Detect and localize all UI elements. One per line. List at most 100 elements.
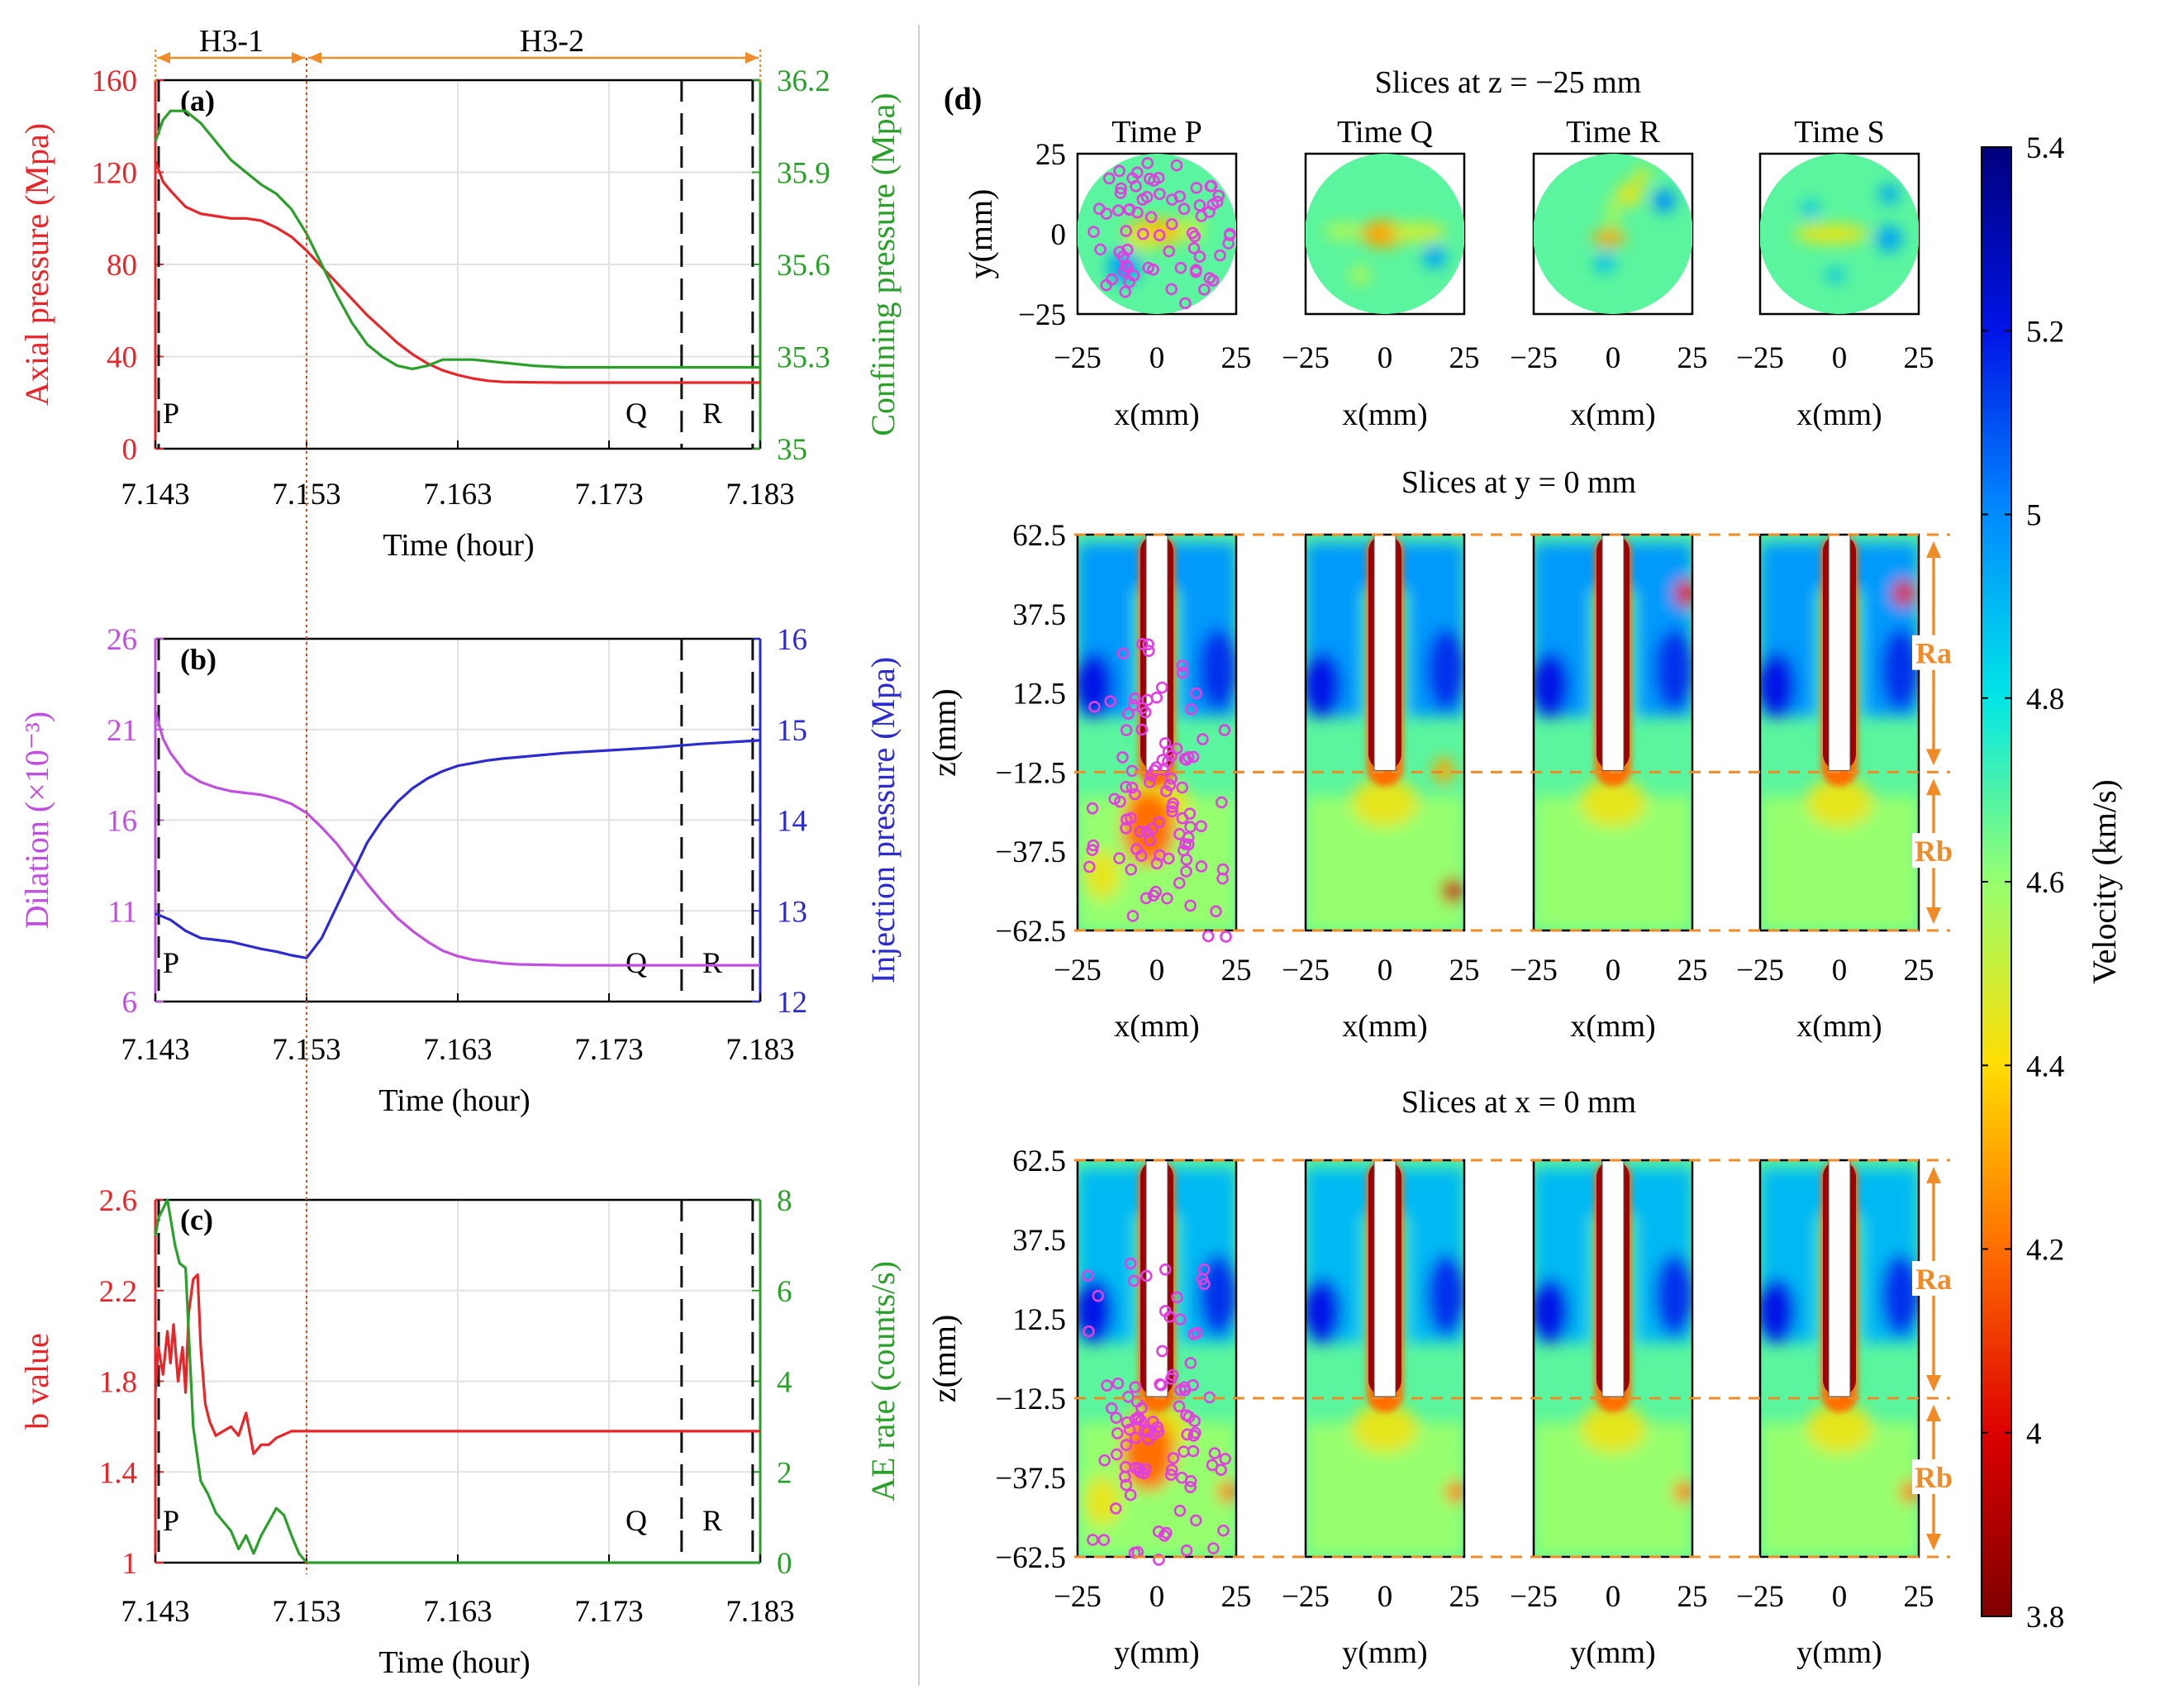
xtick-label: 25 xyxy=(1677,954,1708,988)
xtick-label: 25 xyxy=(1221,341,1252,375)
ae-event xyxy=(1129,1381,1142,1393)
phase-bar: H3-1 H3-2 xyxy=(199,24,584,59)
ytick-label-left: 1.4 xyxy=(99,1456,137,1490)
slice-field xyxy=(1534,535,1692,930)
velocity-anomaly xyxy=(1653,189,1676,212)
velocity-anomaly xyxy=(1352,777,1418,827)
ae-event xyxy=(1097,1534,1111,1546)
region-label-b: Rb xyxy=(1915,1461,1953,1494)
ae-event xyxy=(1180,1544,1193,1557)
ae-event xyxy=(1120,1478,1133,1492)
ae-event xyxy=(1167,797,1179,810)
ytick-label-left: 2.2 xyxy=(99,1275,137,1309)
x-axis-label: y(mm) xyxy=(1570,1635,1655,1670)
field-blobs xyxy=(1794,184,1902,282)
ae-event xyxy=(1153,229,1166,241)
xtick-label: 7.153 xyxy=(272,1033,340,1067)
colorbar-label: Velocity (km/s) xyxy=(2086,779,2123,984)
ytick-label-left: 1.8 xyxy=(99,1366,137,1400)
ytick-label-left: 0 xyxy=(122,433,138,467)
ae-event xyxy=(1116,647,1130,660)
ae-event xyxy=(1184,1481,1197,1493)
ae-event xyxy=(1111,1448,1123,1461)
ytick-label-left: 120 xyxy=(92,157,138,191)
ytick-label-right: 12 xyxy=(777,986,807,1020)
ae-event xyxy=(1119,285,1132,298)
ae-event xyxy=(1188,1415,1201,1427)
velocity-anomaly xyxy=(1806,1403,1872,1454)
ae-event xyxy=(1171,1291,1183,1304)
colorbar-tick-label: 5.2 xyxy=(2026,315,2064,349)
velocity-anomaly xyxy=(1423,245,1446,269)
ae-event xyxy=(1129,788,1141,801)
row1-ytick-label: −25 xyxy=(1018,298,1066,332)
x-axis-label: y(mm) xyxy=(1342,1635,1427,1670)
slice-field xyxy=(1534,154,1692,314)
ae-event xyxy=(1098,1454,1111,1467)
region-label-bg xyxy=(1912,1459,1955,1494)
panel-a-xlabel: Time (hour) xyxy=(383,528,534,563)
ae-event xyxy=(1135,723,1149,736)
xtick-label: 25 xyxy=(1904,954,1934,988)
region-arrow-head xyxy=(1926,1534,1941,1550)
ytick-label-left: 16 xyxy=(107,805,137,839)
velocity-anomaly xyxy=(1324,223,1363,240)
ae-event xyxy=(1118,264,1130,278)
row3-ytick-label: 62.5 xyxy=(1012,1145,1066,1178)
ae-event xyxy=(1223,229,1236,241)
xtick-label: 0 xyxy=(1149,341,1165,375)
ae-event xyxy=(1187,1444,1200,1458)
ae-event xyxy=(1220,930,1232,943)
slice-field xyxy=(1760,535,1919,930)
panel-c-ylabel-left: b value xyxy=(18,1333,55,1430)
ae-event xyxy=(1114,187,1127,199)
ae-event xyxy=(1180,865,1192,878)
xtick-label: 25 xyxy=(1449,954,1480,988)
ae-event xyxy=(1174,261,1187,274)
slice-frame xyxy=(1304,533,1466,932)
ae-event xyxy=(1120,780,1132,793)
ae-event xyxy=(1114,795,1126,808)
ae-event xyxy=(1176,659,1189,672)
ae-event xyxy=(1176,811,1189,825)
ae-event xyxy=(1159,1264,1172,1276)
region-label-bg xyxy=(1912,1261,1955,1296)
ae-event xyxy=(1119,1461,1132,1473)
ae-event xyxy=(1129,1413,1142,1425)
field-blobs xyxy=(1592,168,1676,273)
velocity-anomaly xyxy=(1634,168,1650,184)
velocity-anomaly xyxy=(1606,197,1620,230)
phase-label-h32: H3-2 xyxy=(520,24,584,59)
slice-field xyxy=(1078,535,1236,930)
velocity-anomaly xyxy=(1802,201,1819,217)
panel-a-ylabel-right: Confining pressure (Mpa) xyxy=(864,93,902,435)
ae-event xyxy=(1163,778,1177,792)
ae-event xyxy=(1087,839,1100,852)
marker-r-a: R xyxy=(702,397,722,430)
panel-b: Dilation (×10⁻³) Injection pressure (Mpa… xyxy=(18,643,902,1118)
ae-event xyxy=(1125,764,1139,778)
velocity-anomaly xyxy=(1434,757,1454,784)
ae-event xyxy=(1147,263,1159,276)
ytick-label-right: 13 xyxy=(777,895,807,929)
x-axis-label: x(mm) xyxy=(1114,397,1199,432)
xtick-label: −25 xyxy=(1736,341,1784,375)
panel-b-ylabel-left: Dilation (×10⁻³) xyxy=(18,711,55,929)
velocity-anomaly xyxy=(1426,627,1464,711)
ytick-label-left: 26 xyxy=(107,623,137,657)
ae-event xyxy=(1182,831,1195,844)
slice-3-0: −25 0 25 y(mm) xyxy=(1054,1159,1252,1670)
region-arrow-head xyxy=(1926,1167,1941,1183)
panel-b-xlabel: Time (hour) xyxy=(378,1083,530,1118)
ae-event xyxy=(1082,1325,1095,1338)
ae-event xyxy=(1165,1373,1178,1385)
slice-field xyxy=(1078,1160,1236,1557)
series-dilation xyxy=(154,711,760,967)
velocity-anomaly xyxy=(1352,1403,1418,1454)
colorbar: Velocity (km/s) 5.4 5.2 5 4.8 4.6 4.4 4.2 4 3.8 xyxy=(1981,131,2123,1635)
series-ae-rate xyxy=(154,1198,760,1564)
slice-2-1: −25 0 25 x(mm) xyxy=(1282,533,1480,1044)
ae-event xyxy=(1116,751,1129,764)
ae-event xyxy=(1124,1488,1137,1501)
ae-event xyxy=(1127,1274,1140,1287)
